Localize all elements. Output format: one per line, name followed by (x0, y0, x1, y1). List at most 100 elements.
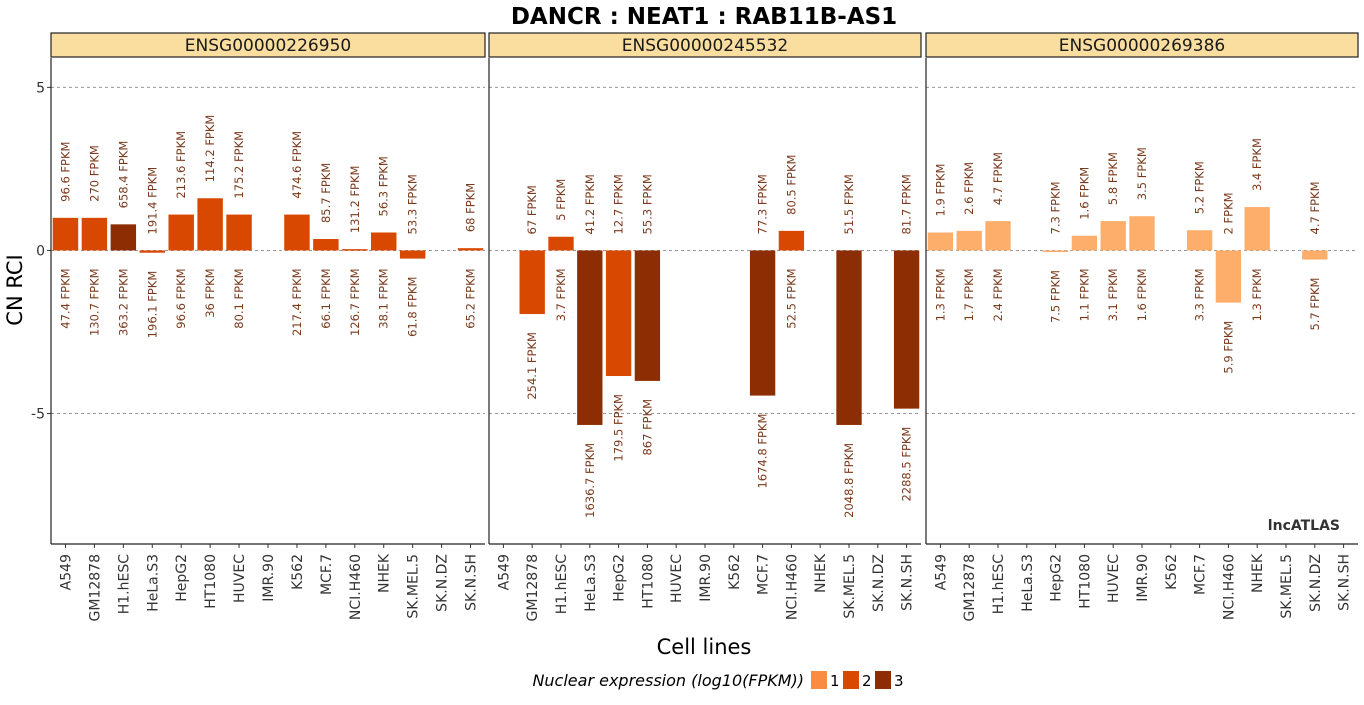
bar (1302, 250, 1328, 260)
x-tick-label: NCI.H460 (348, 554, 364, 620)
legend-key-label: 1 (830, 672, 840, 690)
x-tick-label: SK.N.DZ (435, 554, 451, 612)
data-label-cytoplasm: 5.2 FPKM (1193, 161, 1207, 214)
data-label-cytoplasm: 474.6 FPKM (290, 131, 304, 199)
data-label-cytoplasm: 213.6 FPKM (174, 131, 188, 199)
chart-title: DANCR : NEAT1 : RAB11B-AS1 (511, 4, 897, 30)
data-label-nucleus: 867 FPKM (640, 399, 654, 456)
data-label-nucleus: 65.2 FPKM (464, 268, 478, 328)
data-label-cytoplasm: 114.2 FPKM (203, 115, 217, 183)
data-label-nucleus: 196.1 FPKM (145, 271, 159, 339)
y-axis-title: CN RCI (3, 254, 27, 325)
data-label-nucleus: 179.5 FPKM (612, 394, 626, 462)
legend-key (875, 671, 891, 689)
bar (399, 250, 426, 259)
x-tick-label: NCI.H460 (1221, 554, 1237, 620)
bar (1071, 235, 1098, 251)
x-tick-label: HUVEC (232, 554, 248, 603)
data-label-cytoplasm: 96.6 FPKM (58, 142, 72, 202)
bar (457, 248, 484, 251)
data-label-nucleus: 1.3 FPKM (1250, 268, 1264, 321)
data-label-nucleus: 7.5 FPKM (1049, 270, 1063, 323)
bar (634, 250, 661, 381)
bar (1042, 250, 1069, 253)
data-label-cytoplasm: 77.3 FPKM (756, 174, 770, 234)
x-tick-label: GM12878 (87, 554, 103, 621)
x-tick-label: SK.N.DZ (871, 554, 887, 612)
bar (893, 250, 920, 409)
data-label-cytoplasm: 191.4 FPKM (145, 167, 159, 235)
bar (605, 250, 632, 377)
data-label-nucleus: 61.8 FPKM (406, 277, 420, 337)
data-label-nucleus: 2048.8 FPKM (842, 443, 856, 518)
data-label-nucleus: 126.7 FPKM (348, 268, 362, 336)
data-label-cytoplasm: 81.7 FPKM (900, 174, 914, 234)
x-tick-label: HT1080 (203, 554, 219, 609)
x-tick-label: NHEK (377, 553, 393, 593)
bar (1129, 216, 1155, 251)
data-label-cytoplasm: 5.8 FPKM (1106, 152, 1120, 205)
x-tick-label: GM12878 (525, 554, 541, 621)
data-label-cytoplasm: 658.4 FPKM (116, 141, 130, 209)
data-label-cytoplasm: 85.7 FPKM (319, 163, 333, 223)
x-tick-label: GM12878 (962, 554, 978, 621)
data-label-nucleus: 5.9 FPKM (1221, 321, 1235, 374)
bar (749, 250, 776, 396)
x-tick-label: HeLa.S3 (583, 554, 599, 612)
x-tick-label: IMR.90 (261, 554, 277, 602)
bar (284, 214, 310, 251)
data-label-cytoplasm: 68 FPKM (464, 183, 478, 232)
y-tick-label: 5 (36, 80, 45, 96)
x-tick-label: NCI.H460 (784, 554, 800, 620)
data-label-cytoplasm: 55.3 FPKM (640, 174, 654, 234)
bar (81, 217, 108, 251)
bar (548, 236, 574, 251)
data-label-cytoplasm: 4.7 FPKM (1308, 181, 1322, 234)
data-label-nucleus: 1.3 FPKM (933, 268, 947, 321)
data-label-nucleus: 2.4 FPKM (991, 268, 1005, 321)
data-label-cytoplasm: 3.4 FPKM (1250, 138, 1264, 191)
data-label-cytoplasm: 1.6 FPKM (1077, 167, 1091, 220)
data-label-nucleus: 3.7 FPKM (554, 268, 568, 321)
data-label-cytoplasm: 56.3 FPKM (377, 156, 391, 216)
data-label-cytoplasm: 12.7 FPKM (612, 174, 626, 234)
x-tick-label: NHEK (1250, 553, 1266, 593)
x-tick-label: K562 (1164, 554, 1180, 590)
x-tick-label: A549 (933, 554, 949, 590)
facet-strip (925, 32, 1359, 58)
bar (956, 230, 982, 251)
bar (1100, 221, 1126, 251)
data-label-nucleus: 80.1 FPKM (232, 268, 246, 328)
x-tick-label: NHEK (813, 553, 829, 593)
x-tick-label: SK.N.SH (464, 554, 480, 611)
bar (197, 198, 223, 251)
bar (139, 250, 165, 253)
data-label-nucleus: 96.6 FPKM (174, 268, 188, 328)
x-tick-label: SK.MEL.5 (1279, 554, 1295, 619)
data-label-cytoplasm: 2 FPKM (1221, 192, 1235, 234)
x-tick-label: IMR.90 (698, 554, 714, 602)
bar (778, 230, 805, 251)
x-tick-label: HepG2 (174, 554, 190, 602)
bar (1186, 230, 1213, 251)
x-tick-label: MCF.7 (319, 554, 335, 595)
x-tick-label: MCF.7 (756, 554, 772, 595)
x-tick-label: K562 (290, 554, 306, 590)
legend-title: Nuclear expression (log10(FPKM)) (532, 671, 804, 690)
panel-ENSG00000226950: ENSG00000226950 A549 96.6 FPKM 47.4 FPKM GM1… (50, 32, 486, 621)
bar (371, 232, 397, 251)
facet-strip (50, 32, 486, 58)
data-label-nucleus: 130.7 FPKM (87, 268, 101, 336)
legend: Nuclear expression (log10(FPKM)) 1 2 3 (532, 671, 904, 690)
bar (313, 239, 339, 251)
y-tick-label: 0 (36, 243, 45, 259)
panel-ENSG00000245532: ENSG00000245532 A549 GM12878 67 FPKM 254.1 F… (488, 32, 922, 621)
bar (168, 214, 194, 251)
x-tick-label: HepG2 (1049, 554, 1065, 602)
data-label-nucleus: 1.7 FPKM (962, 268, 976, 321)
x-axis-title: Cell lines (657, 635, 752, 659)
data-label-cytoplasm: 5 FPKM (554, 179, 568, 221)
data-label-cytoplasm: 80.5 FPKM (784, 155, 798, 215)
x-tick-label: HeLa.S3 (1020, 554, 1036, 612)
x-tick-label: HepG2 (612, 554, 628, 602)
